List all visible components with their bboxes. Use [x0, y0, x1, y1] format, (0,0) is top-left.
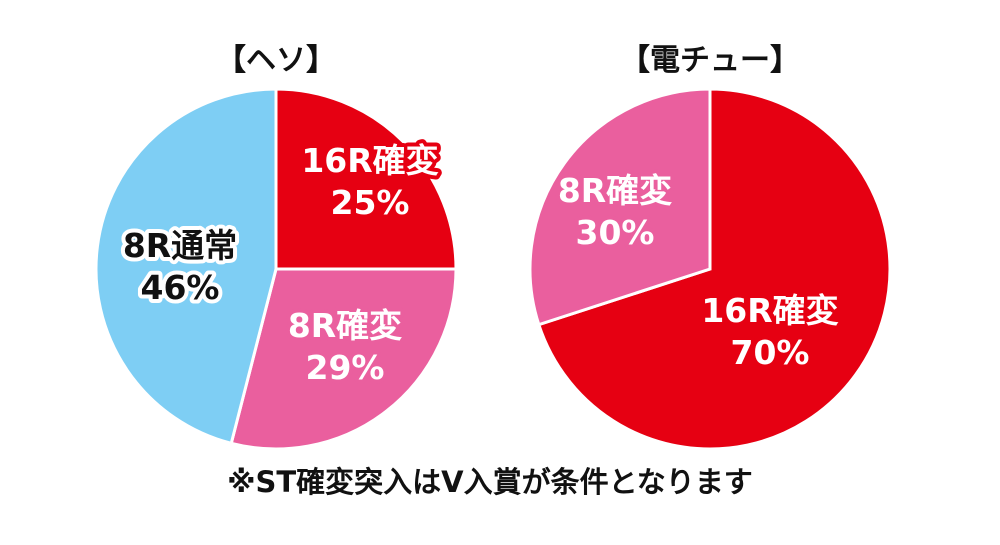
slice-label: 8R確変	[558, 171, 672, 210]
chart-title-denchu: 【電チュー】	[620, 43, 800, 78]
slice-label: 16R確変	[701, 291, 838, 330]
slice-label: 8R確変	[288, 306, 402, 345]
slice-label: 8R通常	[123, 226, 237, 265]
pie-slice	[229, 267, 458, 451]
footnote: ※ST確変突入はV入賞が条件となります	[227, 465, 752, 499]
slice-value-label: 46%	[141, 268, 220, 307]
slice-value-label: 29%	[306, 348, 385, 387]
pie-slice	[94, 87, 278, 446]
pie-slice	[528, 87, 712, 327]
slice-value-label: 70%	[731, 333, 810, 372]
chart-title-heso: 【ヘソ】	[216, 43, 336, 78]
slice-value-label: 30%	[576, 213, 655, 252]
slice-label: 16R確変	[301, 141, 438, 180]
pie-slice	[536, 87, 892, 451]
pie-slice	[274, 87, 458, 271]
slice-value-label: 25%	[331, 183, 410, 222]
